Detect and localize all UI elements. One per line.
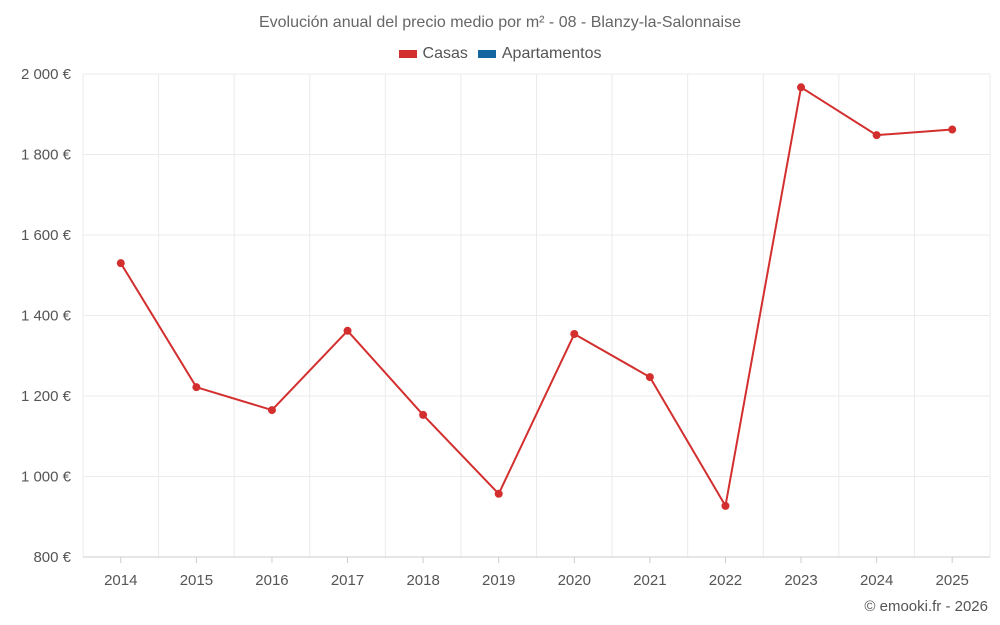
x-tick-label: 2018 [406, 572, 439, 589]
data-point-casas [721, 501, 730, 510]
y-tick-label: 2 000 € [21, 66, 72, 83]
legend-swatch-apartamentos [477, 50, 496, 58]
legend-label-apartamentos: Apartamentos [501, 45, 602, 62]
x-tick-label: 2020 [558, 572, 591, 589]
series-line-casas [119, 86, 953, 507]
x-tick-label: 2017 [331, 572, 364, 589]
data-point-casas [797, 83, 806, 92]
data-point-casas [872, 131, 881, 140]
grid [82, 73, 991, 558]
data-point-casas [570, 330, 579, 339]
copyright-footer: © emooki.fr - 2026 [864, 598, 988, 615]
data-point-casas [343, 326, 352, 335]
chart-legend: Casas Apartamentos [0, 45, 1000, 63]
y-tick-label: 1 800 € [21, 147, 72, 164]
data-point-casas [948, 125, 957, 134]
y-tick-label: 1 600 € [21, 227, 72, 244]
y-tick-label: 1 000 € [21, 469, 72, 486]
y-tick-label: 1 200 € [21, 388, 72, 405]
legend-label-casas: Casas [422, 45, 468, 62]
data-point-casas [192, 383, 201, 392]
legend-item-casas[interactable]: Casas [398, 45, 468, 63]
data-point-casas [419, 410, 428, 419]
x-tick-label: 2021 [633, 572, 666, 589]
legend-item-apartamentos[interactable]: Apartamentos [477, 45, 602, 63]
x-tick-label: 2016 [255, 572, 288, 589]
x-tick-label: 2024 [860, 572, 893, 589]
legend-swatch-casas [398, 50, 417, 58]
x-tick-label: 2015 [180, 572, 213, 589]
y-tick-label: 1 400 € [21, 308, 72, 325]
chart-title: Evolución anual del precio medio por m² … [258, 14, 742, 31]
data-point-casas [494, 489, 503, 498]
y-tick-label: 800 € [33, 549, 71, 566]
x-tick-label: 2014 [104, 572, 137, 589]
data-point-casas [645, 373, 654, 382]
series-casas [116, 83, 957, 510]
x-tick-label: 2022 [709, 572, 742, 589]
axes: 800 € 1 000 € 1 200 € 1 400 € 1 600 € 1 800 €… [21, 66, 969, 589]
x-tick-label: 2019 [482, 572, 515, 589]
data-point-casas [267, 406, 276, 415]
x-tick-label: 2023 [784, 572, 817, 589]
data-point-casas [116, 259, 125, 268]
x-tick-label: 2025 [936, 572, 969, 589]
